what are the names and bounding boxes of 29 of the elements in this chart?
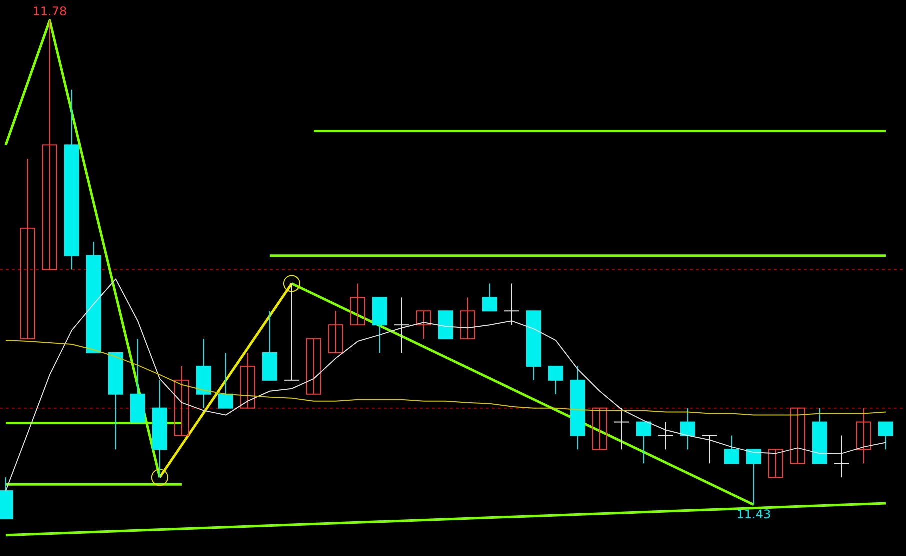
candlestick — [636, 422, 652, 464]
candlestick — [218, 352, 234, 409]
candlestick — [746, 449, 762, 506]
annotation: 11.43 — [736, 508, 772, 522]
candlestick — [20, 158, 36, 340]
candlestick — [328, 310, 344, 354]
candlestick — [724, 435, 740, 464]
candlestick — [856, 408, 872, 464]
candlestick — [482, 283, 498, 312]
candlestick — [174, 366, 190, 436]
candlestick — [460, 297, 476, 340]
candlestick — [394, 297, 410, 354]
candlestick — [702, 435, 718, 464]
annotation: 11.78 — [32, 4, 68, 19]
candlestick — [658, 422, 674, 450]
candlestick — [504, 283, 520, 326]
candlestick — [790, 408, 806, 464]
candlestick — [614, 408, 630, 450]
candlestick — [768, 449, 784, 478]
candlestick — [350, 283, 366, 326]
candlestick — [680, 408, 696, 450]
candlestick — [834, 435, 850, 478]
candlestick — [416, 310, 432, 340]
candlestick — [306, 338, 322, 395]
candlestick — [548, 366, 564, 395]
candlestick — [592, 408, 608, 450]
candlestick — [878, 422, 894, 450]
candlestick — [42, 20, 58, 270]
candlestick — [240, 352, 256, 409]
